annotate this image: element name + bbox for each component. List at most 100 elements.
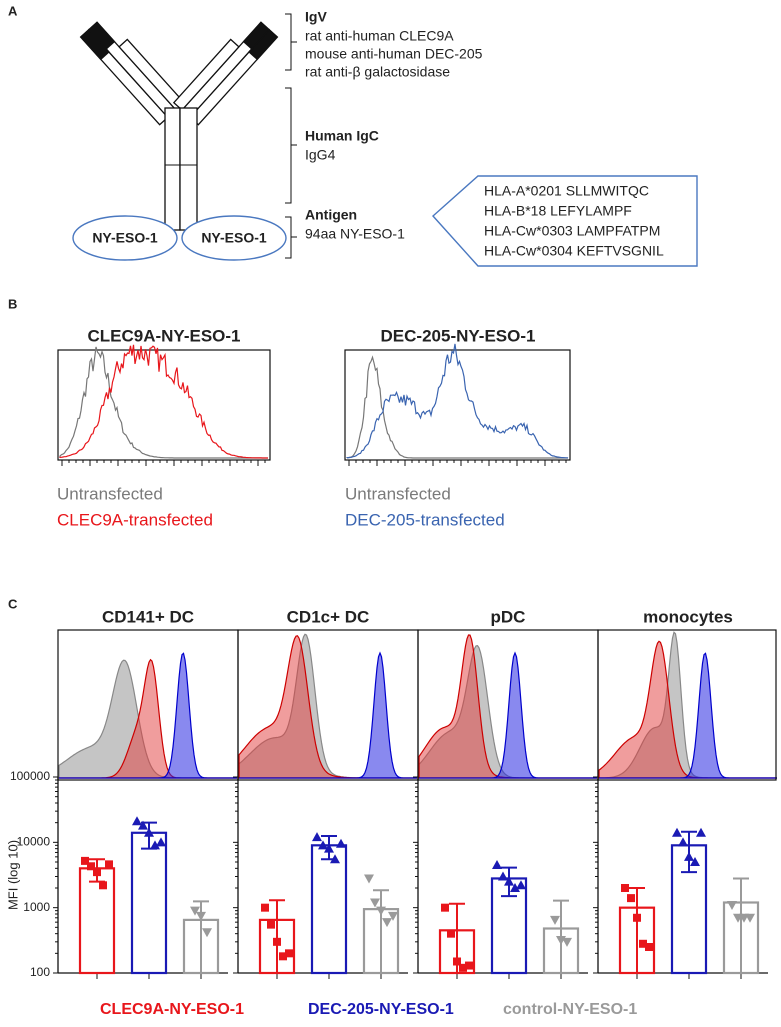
y-tick-label: 100000: [10, 769, 50, 783]
panel-label: C: [8, 596, 18, 611]
data-point: [498, 871, 508, 881]
data-point: [388, 911, 398, 921]
data-point: [465, 961, 473, 970]
data-point: [727, 900, 737, 910]
error-bar: [733, 877, 749, 973]
data-point: [196, 911, 206, 921]
legend-entry: DEC-205-transfected: [345, 510, 505, 529]
data-point: [312, 832, 322, 842]
legend-entry: Untransfected: [57, 484, 163, 503]
data-point: [190, 906, 200, 916]
histogram: [599, 652, 777, 779]
epitope: HLA-B*18 LEFYLAMPF: [484, 203, 632, 219]
legend-entry: Untransfected: [345, 484, 451, 503]
data-point: [150, 840, 160, 850]
error-bar: [269, 899, 285, 973]
data-point: [330, 854, 340, 864]
histogram: [59, 346, 268, 459]
histogram: [239, 651, 417, 779]
panel-label: B: [8, 296, 17, 311]
data-point: [273, 937, 281, 946]
data-point: [364, 874, 374, 884]
data-point: [202, 928, 212, 938]
text-line: rat anti-human CLEC9A: [305, 28, 454, 44]
legend-entry: DEC-205-NY-ESO-1: [308, 1001, 454, 1018]
data-point: [261, 903, 269, 912]
data-point: [516, 880, 526, 890]
data-point: [105, 860, 113, 869]
section-title: IgV: [305, 9, 327, 25]
data-point: [492, 859, 502, 869]
histogram: [598, 640, 777, 779]
plot-title: CLEC9A-NY-ESO-1: [87, 326, 240, 345]
data-point: [696, 827, 706, 837]
plot-frame: [344, 349, 571, 461]
legend-entry: CLEC9A-NY-ESO-1: [100, 1001, 244, 1018]
data-point: [318, 840, 328, 850]
bar: [310, 844, 348, 975]
bar: [78, 867, 116, 975]
data-point: [132, 816, 142, 826]
domain-label: NY-ESO-1: [201, 230, 267, 246]
text-line: rat anti-β galactosidase: [305, 64, 450, 80]
data-point: [99, 881, 107, 890]
data-point: [678, 837, 688, 847]
callout: [432, 175, 698, 267]
text-line: 94aa NY-ESO-1: [305, 226, 405, 242]
error-bar: [373, 889, 389, 973]
text-line: IgG4: [305, 147, 336, 163]
plot-frame: [57, 349, 271, 461]
y-tick-label: 100: [30, 965, 50, 979]
section-title: Antigen: [305, 207, 357, 223]
data-point: [672, 827, 682, 837]
plot-title: CD1c+ DC: [287, 607, 370, 626]
data-point: [144, 827, 154, 837]
panel-label: A: [8, 3, 18, 18]
histogram: [346, 343, 569, 459]
data-point: [550, 915, 560, 925]
data-point: [138, 820, 148, 830]
legend-entry: control-NY-ESO-1: [503, 1001, 637, 1018]
data-point: [504, 876, 514, 886]
bar: [130, 831, 168, 975]
plot-title: pDC: [491, 607, 526, 626]
data-point: [745, 913, 755, 923]
legend-entry: CLEC9A-transfected: [57, 510, 213, 529]
plot-frame: [597, 629, 777, 781]
data-point: [156, 837, 166, 847]
data-point: [376, 906, 386, 916]
data-point: [633, 913, 641, 922]
plot-title: monocytes: [643, 607, 733, 626]
data-point: [690, 857, 700, 867]
data-point: [285, 949, 293, 958]
section-title: Human IgC: [305, 128, 379, 144]
text-line: mouse anti-human DEC-205: [305, 46, 483, 62]
data-point: [562, 937, 572, 947]
histogram: [59, 652, 237, 779]
data-point: [336, 838, 346, 848]
epitope: HLA-A*0201 SLLMWITQC: [484, 183, 649, 199]
data-point: [324, 843, 334, 853]
antibody: [72, 21, 287, 261]
data-point: [267, 920, 275, 929]
histogram: [346, 355, 568, 459]
data-point: [441, 903, 449, 912]
data-point: [93, 868, 101, 877]
brackets: [285, 13, 297, 259]
epitope: HLA-Cw*0304 KEFTVSGNIL: [484, 243, 664, 259]
histogram: [419, 651, 597, 779]
y-tick-label: 10000: [17, 835, 51, 849]
y-axis-label: MFI (log 10): [5, 840, 20, 910]
error-bar: [629, 886, 645, 973]
data-point: [627, 894, 635, 903]
domain-label: NY-ESO-1: [92, 230, 158, 246]
data-point: [447, 929, 455, 938]
data-point: [621, 883, 629, 892]
y-tick-label: 1000: [23, 900, 50, 914]
data-point: [382, 918, 392, 928]
data-point: [370, 898, 380, 908]
data-point: [645, 943, 653, 952]
data-point: [453, 957, 461, 966]
